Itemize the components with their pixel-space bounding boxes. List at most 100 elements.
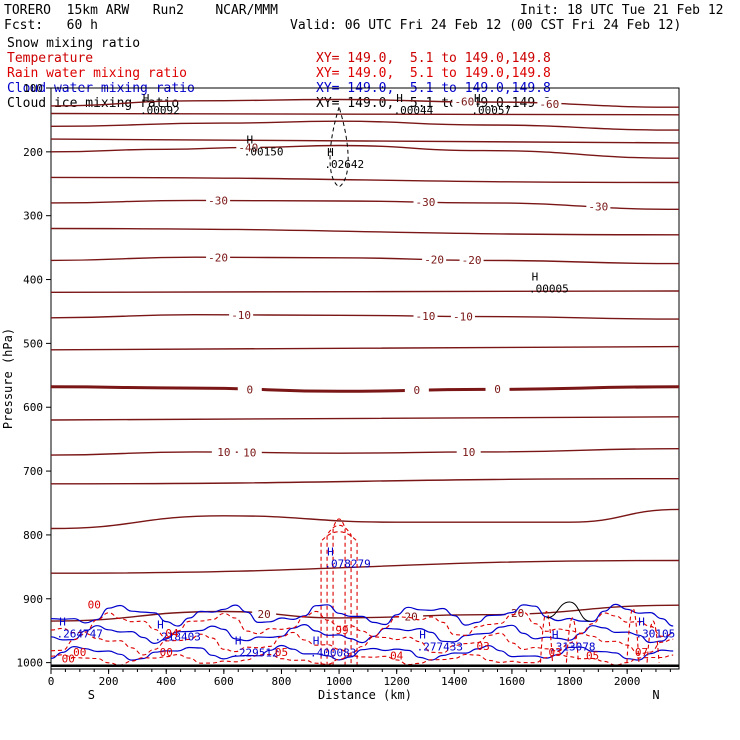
isotherm-label-bg-3-1 — [413, 196, 438, 209]
small-label-10: 00 — [73, 646, 86, 659]
high-label-6: .078279 — [324, 557, 370, 570]
small-label-11: 00 — [62, 653, 75, 666]
isotherm-label-8-0: 20 — [258, 608, 271, 621]
isotherm-7 — [50, 448, 680, 456]
rain-peak-0 — [539, 610, 554, 663]
isotherm-label-bg-4-2 — [459, 254, 484, 267]
high-label-9: .229512 — [232, 647, 278, 660]
isotherm-label-bg-5-0 — [229, 308, 254, 321]
high-label-3: .00092 — [140, 104, 180, 117]
temperature-line-7 — [50, 478, 680, 485]
isotherm-4 — [50, 256, 680, 265]
x-end-label-right: N — [652, 688, 659, 702]
x-end-label-left: S — [88, 688, 95, 702]
small-label-5: 05 — [586, 649, 599, 662]
temperature-line-6 — [50, 416, 680, 421]
small-label-0: 00 — [88, 598, 101, 611]
y-tick-label-7: 800 — [23, 529, 43, 542]
temperature-line-3 — [50, 227, 680, 236]
header-fcst: Fcst: 60 h — [4, 18, 98, 33]
plot-frame — [50, 87, 680, 670]
rain-peak-2 — [626, 608, 640, 663]
high-marker-0: H — [246, 133, 253, 146]
isotherm-label-6-2: 0 — [494, 383, 501, 396]
isotherm-label-5-1: -10 — [416, 310, 436, 323]
isotherm-label-5-0: -10 — [231, 309, 251, 322]
small-label-1: 04 — [165, 627, 179, 640]
small-label-4: 03 — [549, 646, 562, 659]
isotherm-label-bg-8-2 — [505, 607, 530, 620]
cloud-water-band-2 — [50, 644, 674, 661]
temperature-line-0 — [50, 112, 680, 116]
header-init: Init: 18 UTC Tue 21 Feb 12 — [520, 3, 724, 18]
high-marker-4: H — [396, 92, 403, 105]
high-marker-6: H — [327, 545, 334, 558]
high-label-7: .264747 — [57, 628, 103, 641]
temperature-line-4 — [50, 290, 680, 293]
isotherm-label-7-1: 10 — [243, 446, 256, 459]
isotherm-label-4-2: -20 — [462, 254, 482, 267]
x-tick-label-7: 1400 — [441, 675, 468, 688]
x-axis-label: Distance (km) — [318, 688, 412, 702]
isotherm-label-bg-6-1 — [404, 384, 429, 397]
isotherm-label-bg-4-0 — [206, 251, 231, 264]
isotherm-label-bg-6-0 — [237, 383, 262, 396]
rain-band-0 — [50, 610, 674, 639]
high-label-13: .30105 — [636, 628, 676, 641]
high-marker-5: H — [474, 92, 481, 105]
high-label-8: .218403 — [154, 631, 200, 644]
isotherm-6 — [50, 385, 680, 393]
isotherm-label-bg-6-2 — [485, 383, 510, 396]
high-marker-9: H — [235, 635, 242, 648]
header-model: TORERO 15km ARW Run2 NCAR/MMM — [4, 3, 278, 18]
isotherm-label-0-1: -60 — [539, 98, 559, 111]
small-label-8: 05 — [275, 646, 288, 659]
isotherm-label-7-2: 10 — [462, 446, 475, 459]
legend-temperature: Temperature — [7, 51, 94, 66]
isotherm-label-3-1: -30 — [416, 196, 436, 209]
high-marker-1: H — [327, 146, 334, 159]
isotherm-2 — [50, 144, 680, 159]
y-tick-label-9: 1000 — [17, 657, 44, 670]
x-tick-label-2: 400 — [156, 675, 176, 688]
cloud-water-band-0 — [50, 603, 674, 627]
y-tick-label-5: 600 — [23, 401, 43, 414]
y-tick-label-0: 100 — [23, 82, 43, 95]
x-tick-label-8: 1600 — [499, 675, 526, 688]
high-label-11: .277433 — [417, 640, 463, 653]
rain-column-0 — [332, 518, 346, 666]
rain-column-1 — [326, 524, 352, 666]
y-tick-label-3: 400 — [23, 274, 43, 287]
x-tick-label-4: 800 — [272, 675, 292, 688]
isotherm-label-bg-2-0 — [236, 141, 261, 154]
high-label-4: .00044 — [394, 104, 434, 117]
small-label-3: 03 — [476, 640, 489, 653]
legend-cloud-ice: Cloud ice mixing ratio — [7, 96, 180, 111]
header-valid: Valid: 06 UTC Fri 24 Feb 12 (00 CST Fri … — [290, 18, 682, 33]
x-tick-label-3: 600 — [214, 675, 234, 688]
isotherm-label-0-0: -60 — [454, 96, 474, 109]
temperature-line-9 — [50, 559, 680, 574]
isotherm-label-8-1: 20 — [404, 610, 417, 623]
isotherm-label-bg-7-0 — [211, 446, 236, 459]
isotherm-label-bg-7-2 — [456, 446, 481, 459]
high-marker-11: H — [419, 628, 426, 641]
isotherm-label-4-1: -20 — [424, 254, 444, 267]
rain-peak-1 — [565, 617, 579, 663]
high-marker-8: H — [157, 619, 164, 632]
isotherm-label-bg-4-1 — [422, 253, 447, 266]
legend-rain: Rain water mixing ratio — [7, 66, 188, 81]
isotherm-label-bg-3-0 — [206, 194, 231, 207]
x-tick-label-9: 1800 — [556, 675, 583, 688]
isotherm-label-bg-3-2 — [586, 200, 611, 213]
rain-band-2 — [50, 653, 674, 666]
temperature-line-1 — [50, 138, 680, 144]
cloud-ice-contour — [329, 107, 349, 188]
high-label-10: .400083 — [310, 647, 356, 660]
temperature-line-8 — [50, 508, 680, 530]
high-marker-7: H — [59, 616, 66, 629]
isotherm-8 — [50, 604, 680, 622]
legend-temperature-xy: XY= 149.0, 5.1 to 149.0,149.8 — [316, 51, 551, 66]
isotherm-label-4-0: -20 — [208, 251, 228, 264]
